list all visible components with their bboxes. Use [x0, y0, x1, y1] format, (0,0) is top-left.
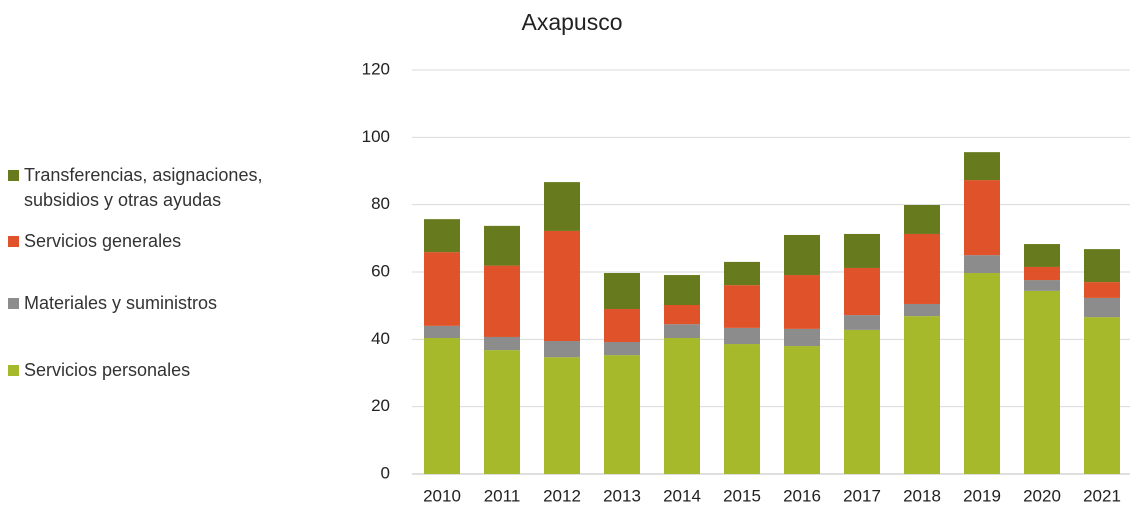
bar-segment: [484, 265, 520, 337]
bar-segment: [604, 273, 640, 310]
legend-swatch: [8, 170, 19, 181]
bar-segment: [724, 327, 760, 345]
bar-segment: [784, 328, 820, 347]
legend-label: Transferencias, asignaciones, subsidios …: [24, 165, 263, 210]
bar-segment: [544, 357, 580, 474]
legend-item: Materiales y suministros: [8, 291, 338, 316]
x-tick-label: 2018: [903, 486, 941, 505]
legend-label: Materiales y suministros: [24, 293, 218, 313]
legend-swatch: [8, 298, 19, 309]
x-tick-label: 2014: [663, 486, 701, 505]
bar-segment: [784, 346, 820, 474]
bar-segment: [664, 337, 700, 474]
bar-segment: [1084, 282, 1120, 298]
y-tick-label: 20: [371, 396, 390, 415]
y-tick-label: 120: [362, 59, 390, 78]
bar-segment: [844, 329, 880, 474]
bar-segment: [964, 273, 1000, 474]
bar-segment: [964, 255, 1000, 274]
chart-title: Axapusco: [521, 9, 622, 35]
bar-segment: [604, 309, 640, 343]
x-tick-label: 2011: [484, 486, 521, 505]
legend-item: Servicios personales: [8, 358, 338, 383]
x-tick-label: 2017: [843, 486, 881, 505]
bar-segment: [964, 180, 1000, 256]
bar-segment: [604, 342, 640, 356]
bar-segment: [604, 355, 640, 474]
bar-segment: [1084, 249, 1120, 283]
bar-segment: [544, 341, 580, 358]
x-tick-label: 2016: [783, 486, 821, 505]
bar-segment: [1024, 280, 1060, 291]
x-tick-label: 2019: [963, 486, 1001, 505]
x-tick-label: 2021: [1083, 486, 1121, 505]
bar-segment: [904, 316, 940, 474]
bar-segment: [904, 233, 940, 304]
bar-segment: [784, 234, 820, 276]
bar-segment: [844, 233, 880, 268]
bar-segment: [1024, 266, 1060, 281]
bar-segment: [424, 337, 460, 474]
bar-segment: [1084, 297, 1120, 318]
bar-segment: [724, 285, 760, 328]
y-tick-label: 100: [362, 127, 390, 146]
legend-swatch: [8, 365, 19, 376]
x-tick-label: 2012: [543, 486, 581, 505]
legend-item: Transferencias, asignaciones, subsidios …: [8, 163, 338, 213]
bar-segment: [1084, 317, 1120, 474]
bar-segment: [484, 336, 520, 351]
bar-segment: [424, 252, 460, 326]
bar-segment: [964, 152, 1000, 181]
legend-swatch: [8, 236, 19, 247]
x-tick-label: 2020: [1023, 486, 1061, 505]
y-tick-label: 60: [371, 261, 390, 280]
legend-label: Servicios generales: [24, 231, 182, 251]
x-tick-label: 2010: [423, 486, 461, 505]
y-tick-label: 0: [381, 463, 390, 482]
legend-label: Servicios personales: [24, 360, 191, 380]
y-tick-label: 80: [371, 194, 390, 213]
bar-segment: [544, 230, 580, 342]
bar-segment: [784, 275, 820, 329]
bar-segment: [544, 182, 580, 231]
bar-segment: [664, 275, 700, 305]
bar-segment: [724, 344, 760, 474]
x-tick-label: 2013: [603, 486, 641, 505]
bar-segment: [424, 219, 460, 253]
y-tick-label: 40: [371, 329, 390, 348]
bar-segment: [904, 303, 940, 317]
bar-segment: [1024, 290, 1060, 474]
bar-segment: [1024, 244, 1060, 267]
legend-item: Servicios generales: [8, 229, 338, 254]
bar-segment: [484, 225, 520, 266]
bar-segment: [664, 324, 700, 338]
x-tick-label: 2015: [723, 486, 761, 505]
bar-segment: [484, 350, 520, 474]
bar-segment: [424, 325, 460, 338]
bar-segment: [844, 267, 880, 316]
bar-segment: [844, 315, 880, 330]
bar-segment: [904, 205, 940, 234]
bar-segment: [724, 261, 760, 286]
bar-segment: [664, 304, 700, 325]
